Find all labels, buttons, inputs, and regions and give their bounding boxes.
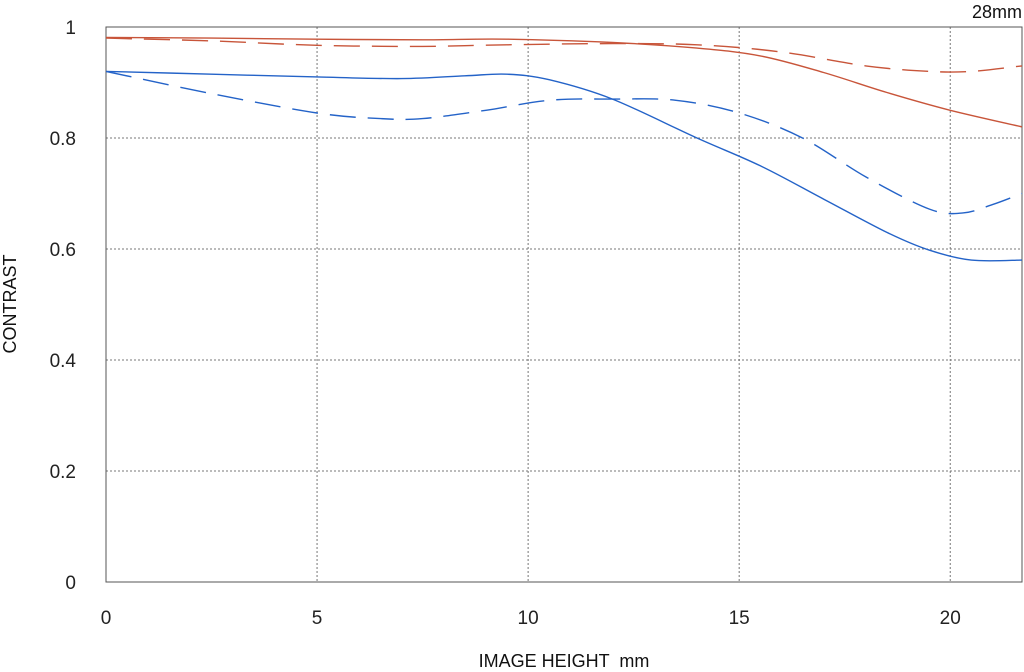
y-tick-label: 0 — [65, 573, 76, 594]
y-tick-label: 0.8 — [50, 129, 76, 150]
series-line-red-solid — [105, 36, 1023, 128]
series-line-blue-dashed — [105, 70, 1023, 215]
y-axis-title: CONTRAST — [0, 254, 20, 353]
y-tick-label: 1 — [65, 18, 76, 39]
x-tick-labels: 0 5 10 15 20 — [101, 608, 961, 629]
y-tick-labels: 0 0.2 0.4 0.6 0.8 1 — [50, 18, 77, 594]
series-group — [105, 36, 1023, 262]
y-tick-label: 0.6 — [50, 240, 76, 261]
x-tick-label: 10 — [518, 608, 539, 629]
plot-background — [106, 27, 1022, 582]
x-tick-label: 5 — [312, 608, 323, 629]
x-tick-label: 20 — [940, 608, 961, 629]
series-line-red-dashed — [105, 37, 1023, 73]
grid — [106, 27, 1022, 582]
x-tick-label: 0 — [101, 608, 112, 629]
plot-frame — [105, 26, 1023, 583]
series-line-blue-solid — [105, 70, 1023, 262]
y-tick-label: 0.4 — [50, 351, 77, 372]
corner-label: 28mm — [972, 2, 1022, 22]
y-tick-label: 0.2 — [50, 462, 76, 483]
x-axis-title: IMAGE HEIGHT mm — [479, 651, 650, 671]
x-tick-label: 15 — [729, 608, 750, 629]
